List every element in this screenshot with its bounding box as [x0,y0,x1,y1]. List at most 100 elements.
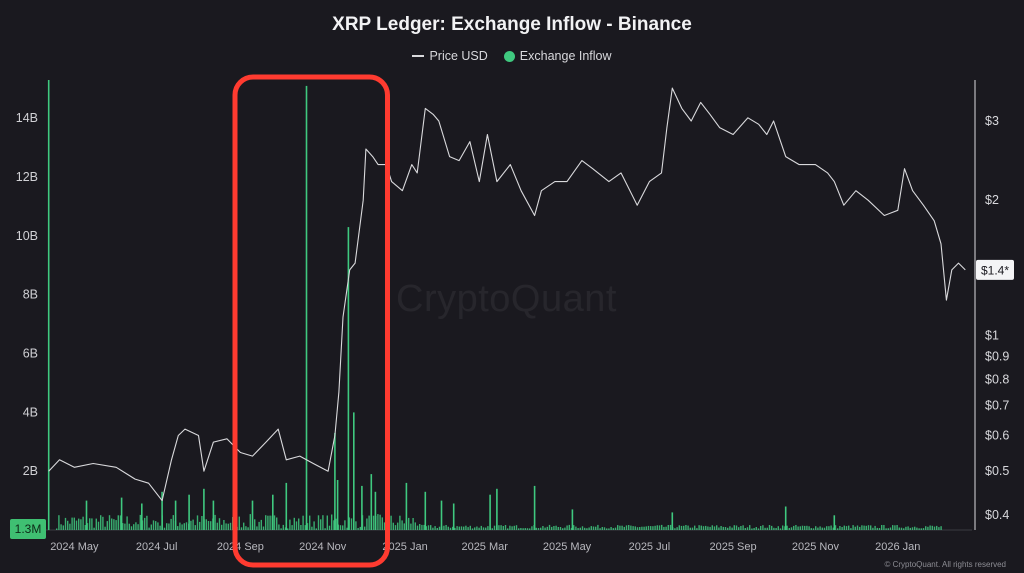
y-right-tick-label: $0.5 [985,464,1009,478]
inflow-bar [368,515,370,530]
inflow-bar [170,518,172,530]
inflow-bar [713,526,716,530]
inflow-bar [408,517,410,530]
inflow-bar [104,526,106,530]
inflow-bar [469,525,471,530]
inflow-bar [69,523,71,530]
x-tick-label: 2025 Nov [792,541,840,553]
inflow-bar [150,524,152,530]
y-right-tick-label: $1 [985,329,999,343]
inflow-bar [821,527,823,530]
inflow-bar [432,527,434,530]
inflow-bar [914,526,916,530]
inflow-bar [782,525,784,530]
inflow-bar [185,522,188,530]
inflow-bar [529,528,531,530]
inflow-bar [179,522,181,530]
inflow-bar [735,525,738,530]
inflow-bar [614,527,617,530]
x-tick-label: 2024 Jul [136,541,178,553]
inflow-bar [130,526,133,530]
inflow-bar [744,528,746,530]
inflow-bar [383,522,386,530]
inflow-bar [762,525,764,530]
inflow-bar [278,524,280,530]
x-tick-label: 2025 Mar [461,541,508,553]
inflow-bar [639,527,641,530]
inflow-bar [364,526,366,530]
inflow-bar [933,526,936,530]
inflow-bar [597,524,599,530]
inflow-bar [867,525,870,530]
inflow-bar [258,521,260,530]
y-left-tick-label: 12B [16,170,38,184]
inflow-bar [254,519,256,530]
inflow-bar [75,520,78,530]
inflow-bar [832,527,834,530]
y-right-tick-label: $3 [985,114,999,128]
inflow-bar [328,525,331,530]
inflow-bar [463,526,465,530]
inflow-bar [159,525,161,530]
inflow-bar [771,525,773,530]
inflow-bar [102,516,104,530]
inflow-bar [524,528,526,530]
inflow-bar [331,514,333,530]
inflow-bar [542,526,544,530]
inflow-bar [817,527,819,530]
inflow-bar [634,526,636,530]
inflow-bar [793,525,795,530]
inflow-bar [247,527,249,530]
inflow-bar [834,525,837,530]
inflow-bar [260,519,262,530]
inflow-bar [764,527,766,530]
inflow-bar [269,515,271,530]
inflow-bar [540,527,542,530]
inflow-bar [658,525,661,530]
y-left-tick-label: 8B [23,288,38,302]
inflow-bar [804,525,806,530]
inflow-bar [606,528,608,530]
inflow-bar [749,525,751,530]
inflow-bar [478,527,480,530]
inflow-bar [280,528,282,530]
inflow-bar [573,525,575,530]
inflow-bar [311,526,313,530]
inflow-bar [733,525,735,530]
inflow-bar [839,526,841,530]
inflow-bar [881,525,883,530]
inflow-bar [324,528,326,530]
inflow-bar [727,527,729,530]
inflow-bar [471,528,474,530]
inflow-bar [381,517,383,530]
inflow-bar [575,526,577,530]
inflow-bar [238,516,240,530]
inflow-bar [625,525,628,530]
inflow-bar [177,526,179,530]
inflow-bar [78,518,80,530]
inflow-bar [243,522,245,530]
inflow-bar [357,528,359,530]
inflow-bar [526,528,529,530]
inflow-spike-bar [353,412,355,530]
inflow-bar [683,525,685,530]
inflow-spike-bar [120,497,123,530]
inflow-bar [73,517,75,530]
inflow-bar [907,526,909,530]
inflow-bar [163,527,166,530]
inflow-bar [84,525,86,530]
inflow-bar [808,526,810,530]
y-right-tick-label: $2 [985,193,999,207]
inflow-spike-bar [424,491,427,530]
inflow-bar [883,525,885,530]
inflow-bar [452,526,454,530]
inflow-bar [482,527,485,530]
inflow-bar [544,527,546,530]
inflow-spike-bar [305,85,308,531]
legend-item-price[interactable]: Price USD [412,49,488,63]
inflow-bar [643,526,645,530]
legend-item-inflow[interactable]: Exchange Inflow [503,49,612,63]
inflow-bar [548,524,551,530]
inflow-bar [938,527,940,530]
